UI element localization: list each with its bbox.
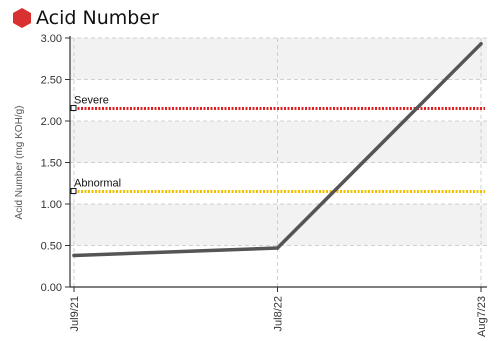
threshold-label-severe: Severe (74, 95, 109, 107)
y-tick-label: 2.00 (41, 116, 62, 128)
y-axis-label: Acid Number (mg KOH/g) (14, 106, 25, 220)
threshold-marker (70, 188, 77, 195)
data-point (72, 253, 76, 258)
y-tick-label: 1.00 (41, 199, 62, 211)
y-tick-label: 0.50 (41, 241, 62, 253)
y-tick-label: 3.00 (41, 33, 62, 45)
grid-band (70, 204, 487, 246)
threshold-label-abnormal: Abnormal (74, 178, 121, 190)
grid-band (70, 121, 487, 163)
threshold-marker (70, 105, 77, 112)
y-tick-label: 0.00 (41, 282, 62, 294)
grid-band (70, 38, 487, 80)
chart-title-row: Acid Number (12, 6, 159, 30)
hexagon-icon (13, 8, 31, 28)
data-point (275, 246, 280, 250)
data-point (479, 42, 483, 46)
chart-title: Acid Number (36, 7, 159, 29)
y-tick-label: 2.50 (41, 75, 62, 87)
y-tick-label: 1.50 (41, 158, 62, 170)
x-tick-label: Jul8/22 (273, 296, 285, 331)
x-tick-label: Aug7/23 (476, 296, 488, 337)
x-tick-label: Jul9/21 (69, 296, 81, 331)
